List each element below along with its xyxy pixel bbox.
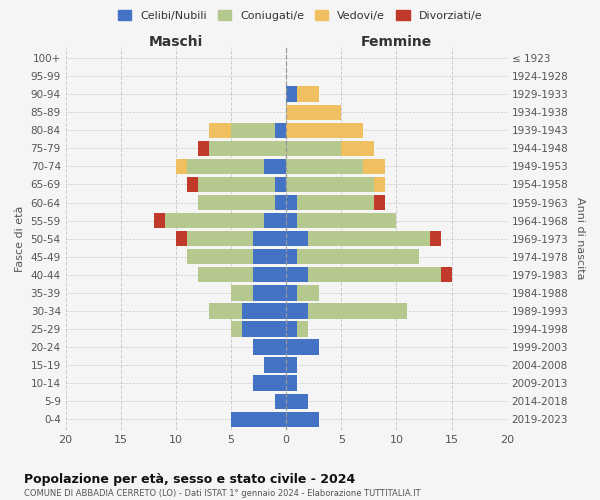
Bar [176,231,187,246]
Bar [209,122,231,138]
Bar [286,122,364,138]
Bar [198,177,275,192]
Bar [286,358,297,373]
Text: COMUNE DI ABBADIA CERRETO (LO) - Dati ISTAT 1° gennaio 2024 - Elaborazione TUTTI: COMUNE DI ABBADIA CERRETO (LO) - Dati IS… [24,489,421,498]
Bar [440,267,452,282]
Bar [264,158,286,174]
Bar [253,376,286,391]
Bar [286,340,319,354]
Bar [231,412,286,427]
Bar [231,122,275,138]
Bar [286,140,341,156]
Bar [253,285,286,300]
Bar [308,231,430,246]
Bar [286,195,297,210]
Bar [275,394,286,409]
Bar [264,213,286,228]
Bar [264,358,286,373]
Bar [286,86,297,102]
Bar [275,122,286,138]
Bar [242,322,286,336]
Bar [231,285,253,300]
Bar [187,177,198,192]
Bar [253,231,286,246]
Bar [286,249,297,264]
Bar [187,249,253,264]
Bar [253,249,286,264]
Bar [297,86,319,102]
Bar [231,322,242,336]
Bar [209,303,242,318]
Bar [209,140,286,156]
Y-axis label: Fasce di età: Fasce di età [15,206,25,272]
Bar [374,195,385,210]
Bar [374,177,385,192]
Bar [286,322,297,336]
Bar [286,104,341,120]
Bar [154,213,165,228]
Bar [286,394,308,409]
Bar [198,195,275,210]
Bar [253,340,286,354]
Bar [253,267,286,282]
Bar [286,213,297,228]
Bar [341,140,374,156]
Bar [286,177,374,192]
Bar [430,231,440,246]
Legend: Celibi/Nubili, Coniugati/e, Vedovi/e, Divorziati/e: Celibi/Nubili, Coniugati/e, Vedovi/e, Di… [113,6,487,25]
Bar [364,158,385,174]
Bar [286,285,297,300]
Bar [286,376,297,391]
Bar [297,285,319,300]
Bar [176,158,187,174]
Bar [286,267,308,282]
Text: Popolazione per età, sesso e stato civile - 2024: Popolazione per età, sesso e stato civil… [24,472,355,486]
Bar [286,231,308,246]
Bar [286,303,308,318]
Y-axis label: Anni di nascita: Anni di nascita [575,198,585,280]
Bar [198,140,209,156]
Bar [308,303,407,318]
Bar [308,267,440,282]
Text: Femmine: Femmine [361,35,432,49]
Bar [297,195,374,210]
Bar [286,158,364,174]
Text: Maschi: Maschi [149,35,203,49]
Bar [198,267,253,282]
Bar [297,322,308,336]
Bar [275,177,286,192]
Bar [187,231,253,246]
Bar [286,412,319,427]
Bar [275,195,286,210]
Bar [165,213,264,228]
Bar [187,158,264,174]
Bar [297,249,419,264]
Bar [297,213,397,228]
Bar [242,303,286,318]
